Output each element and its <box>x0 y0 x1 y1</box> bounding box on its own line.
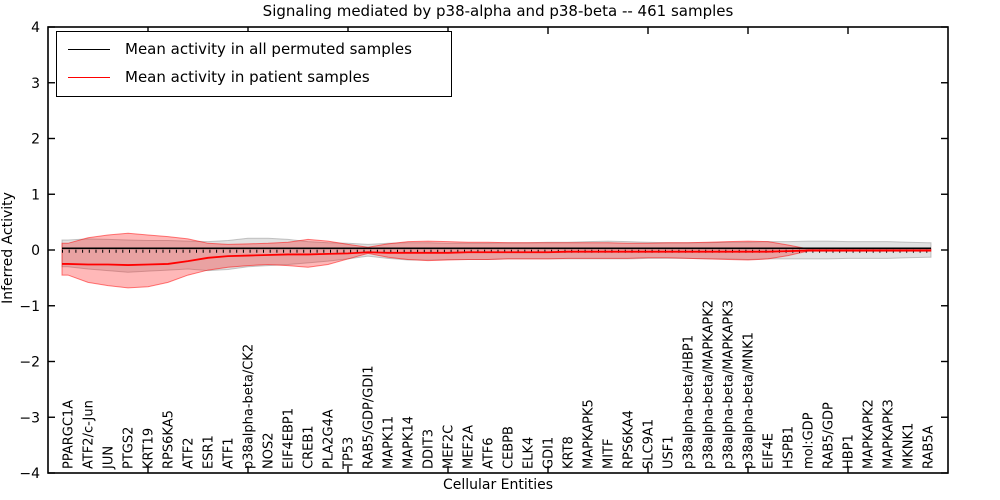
entity-label: RAB5/GDP <box>822 402 837 469</box>
entity-label: MKNK1 <box>902 423 917 469</box>
entity-label: TP53 <box>342 437 357 470</box>
entity-label: RAB5/GDP/GDI1 <box>362 366 377 469</box>
entity-label: MEF2A <box>462 425 477 469</box>
entity-label: HSPB1 <box>782 426 797 469</box>
entity-label: mol:GDP <box>802 412 817 469</box>
y-tick-label: −3 <box>19 410 40 426</box>
entity-label: MAPKAPK2 <box>862 399 877 469</box>
entity-label: MAPK11 <box>382 416 397 469</box>
permuted-envelope-band <box>61 237 932 273</box>
entity-label: RAB5A <box>922 425 937 469</box>
entity-label: KRT19 <box>142 428 157 469</box>
entity-label: ESR1 <box>202 435 217 469</box>
entity-label: p38alpha-beta/CK2 <box>242 344 257 469</box>
entity-label: MAPKAPK5 <box>582 399 597 469</box>
legend: Mean activity in all permuted samples Me… <box>56 31 452 97</box>
entity-label: CREB1 <box>302 425 317 469</box>
entity-label: ATF1 <box>222 437 237 469</box>
entity-label: USF1 <box>662 435 677 469</box>
entity-label: p38alpha-beta/HBP1 <box>682 335 697 469</box>
entity-label: SLC9A1 <box>642 419 657 469</box>
legend-item-patient: Mean activity in patient samples <box>57 63 451 91</box>
entity-label: GDI1 <box>542 437 557 469</box>
entity-label: p38alpha-beta/MAPKAPK2 <box>702 300 717 469</box>
entity-label: DDIT3 <box>422 429 437 469</box>
black-line-sample-icon <box>68 48 110 50</box>
y-tick-label: −2 <box>19 355 40 371</box>
y-tick-label: 3 <box>31 76 40 92</box>
entity-label: NOS2 <box>262 433 277 469</box>
entity-label: MITF <box>602 439 617 469</box>
y-tick-label: 2 <box>31 132 40 148</box>
entity-label: ATF2/c-Jun <box>82 400 97 469</box>
entity-label: RPS6KA5 <box>162 410 177 469</box>
y-tick-label: 0 <box>31 243 40 259</box>
entity-label: p38alpha-beta/MNK1 <box>742 332 757 469</box>
legend-label-permuted: Mean activity in all permuted samples <box>125 40 412 58</box>
entity-label: CEBPB <box>502 426 517 469</box>
legend-label-patient: Mean activity in patient samples <box>125 68 370 86</box>
entity-label: EIF4E <box>762 433 777 469</box>
entity-label: EIF4EBP1 <box>282 408 297 469</box>
series-line-1 <box>62 249 931 266</box>
y-tick-label: −1 <box>19 299 40 315</box>
chart-title: Signaling mediated by p38-alpha and p38-… <box>262 2 734 20</box>
entity-label: PPARGC1A <box>62 400 77 469</box>
entity-label: ATF6 <box>482 437 497 469</box>
red-line-sample-icon <box>68 76 110 78</box>
y-tick-label: 4 <box>31 20 40 36</box>
entity-label: PLA2G4A <box>322 409 337 469</box>
legend-item-permuted: Mean activity in all permuted samples <box>57 35 451 63</box>
entity-label: MAPK14 <box>402 416 417 469</box>
entity-label: JUN <box>102 446 117 470</box>
entity-label: ATF2 <box>182 437 197 469</box>
y-tick-label: 1 <box>31 187 40 203</box>
entity-label: HBP1 <box>842 434 857 469</box>
entity-label: MEF2C <box>442 425 457 469</box>
entity-label: RPS6KA4 <box>622 410 637 469</box>
entity-label: MAPKAPK3 <box>882 399 897 469</box>
entity-label: p38alpha-beta/MAPKAPK3 <box>722 300 737 469</box>
entity-label: ELK4 <box>522 437 537 469</box>
x-axis-label: Cellular Entities <box>442 477 554 493</box>
entity-label: PTGS2 <box>122 427 137 469</box>
y-tick-label: −4 <box>19 466 40 482</box>
entity-label: KRT8 <box>562 436 577 469</box>
